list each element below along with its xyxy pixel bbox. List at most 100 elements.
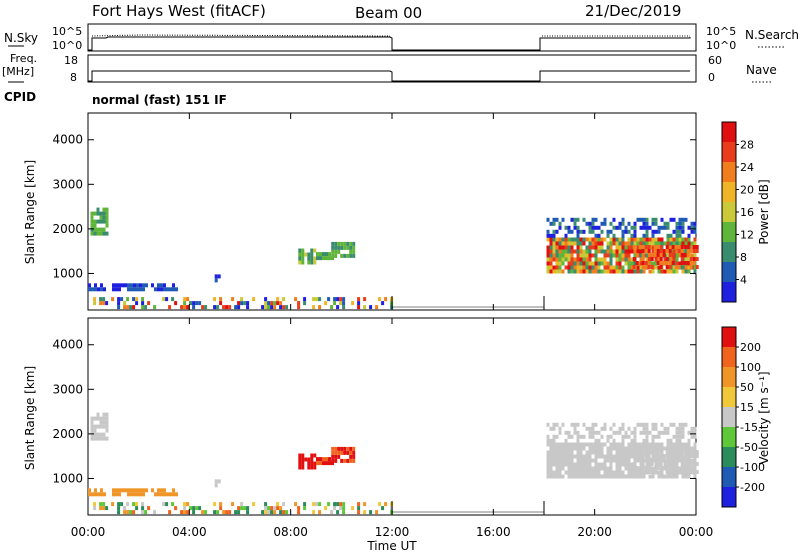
echo-cell xyxy=(645,462,649,467)
echo-cell xyxy=(612,470,616,475)
echo-cell xyxy=(654,241,658,246)
echo-cell xyxy=(621,229,625,234)
echo-cell xyxy=(695,454,699,458)
echo-cell xyxy=(627,450,631,455)
echo-cell xyxy=(147,506,151,511)
echo-cell xyxy=(603,462,607,467)
echo-cell xyxy=(99,502,103,507)
echo-cell xyxy=(588,458,592,463)
echo-cell xyxy=(349,249,353,254)
echo-cell xyxy=(651,261,655,266)
echo-cell xyxy=(627,454,631,459)
echo-cell xyxy=(175,492,178,497)
echo-cell xyxy=(561,249,565,254)
echo-cell xyxy=(349,446,353,451)
echo-cell xyxy=(588,442,592,447)
echo-cell xyxy=(567,454,571,459)
echo-cell xyxy=(672,249,676,254)
echo-cell xyxy=(168,510,172,515)
echo-cell xyxy=(692,245,696,249)
echo-cell xyxy=(99,211,103,216)
echo-cell xyxy=(99,231,103,236)
echo-cell xyxy=(567,442,571,447)
echo-cell xyxy=(687,265,691,270)
echo-cell xyxy=(118,488,121,493)
echo-cell xyxy=(102,420,106,425)
echo-cell xyxy=(588,249,592,254)
echo-cell xyxy=(609,237,613,242)
echo-cell xyxy=(298,453,302,458)
echo-cell xyxy=(546,257,550,262)
echo-cell xyxy=(352,241,356,246)
echo-cell xyxy=(165,297,169,302)
echo-cell xyxy=(141,305,145,310)
echo-cell xyxy=(276,502,280,507)
echo-cell xyxy=(693,269,697,274)
echo-cell xyxy=(310,260,314,265)
echo-cell xyxy=(666,438,670,443)
echo-cell xyxy=(561,474,565,479)
echo-cell xyxy=(319,252,322,257)
echo-cell xyxy=(606,438,610,443)
echo-cell xyxy=(636,422,640,427)
echo-cell xyxy=(570,454,574,459)
echo-cell xyxy=(102,432,106,437)
y-tick-label: 1000 xyxy=(52,266,83,280)
echo-cell xyxy=(671,466,675,470)
echo-cell xyxy=(343,450,347,455)
colorbar-tick-label: 8 xyxy=(740,251,747,264)
echo-cell xyxy=(552,257,556,262)
echo-cell xyxy=(546,217,550,222)
echo-cell xyxy=(648,269,652,274)
echo-cell xyxy=(591,474,595,479)
echo-cell xyxy=(172,492,175,497)
echo-cell xyxy=(653,458,657,462)
echo-cell xyxy=(680,261,684,265)
echo-cell xyxy=(588,462,592,467)
echo-cell xyxy=(690,229,694,234)
echo-cell xyxy=(693,458,697,463)
echo-cell xyxy=(684,217,688,222)
echo-cell xyxy=(660,241,664,246)
echo-cell xyxy=(689,454,693,458)
echo-cell xyxy=(301,256,305,261)
echo-cell xyxy=(124,488,127,493)
echo-cell xyxy=(594,442,598,447)
echo-cell xyxy=(627,249,631,254)
colorbar-swatch xyxy=(722,222,736,243)
echo-cell xyxy=(99,219,103,224)
echo-cell xyxy=(90,219,94,224)
echo-cell xyxy=(339,297,343,302)
echo-cell xyxy=(609,450,613,455)
echo-cell xyxy=(627,237,631,242)
echo-cell xyxy=(690,426,694,431)
echo-cell xyxy=(213,510,217,515)
echo-cell xyxy=(102,424,106,429)
echo-cell xyxy=(642,422,646,427)
echo-cell xyxy=(339,502,343,507)
echo-cell xyxy=(654,221,658,226)
echo-cell xyxy=(576,229,580,234)
echo-cell xyxy=(681,442,685,447)
echo-cell xyxy=(273,301,277,306)
echo-cell xyxy=(555,253,559,258)
echo-cell xyxy=(680,466,684,470)
echo-cell xyxy=(588,269,592,274)
echo-cell xyxy=(591,458,595,463)
echo-cell xyxy=(612,269,616,274)
echo-cell xyxy=(93,231,97,236)
echo-cell xyxy=(546,438,550,443)
echo-cell xyxy=(684,249,688,254)
echo-cell xyxy=(237,506,241,511)
echo-cell xyxy=(337,446,341,451)
echo-cell xyxy=(665,470,669,474)
echo-cell xyxy=(225,305,229,310)
echo-cell xyxy=(105,207,109,212)
echo-cell xyxy=(91,287,94,292)
echo-cell xyxy=(558,466,562,471)
echo-cell xyxy=(597,245,601,250)
echo-cell xyxy=(633,446,637,451)
colorbar-tick-label: -15 xyxy=(740,421,758,434)
echo-cell xyxy=(618,221,622,226)
